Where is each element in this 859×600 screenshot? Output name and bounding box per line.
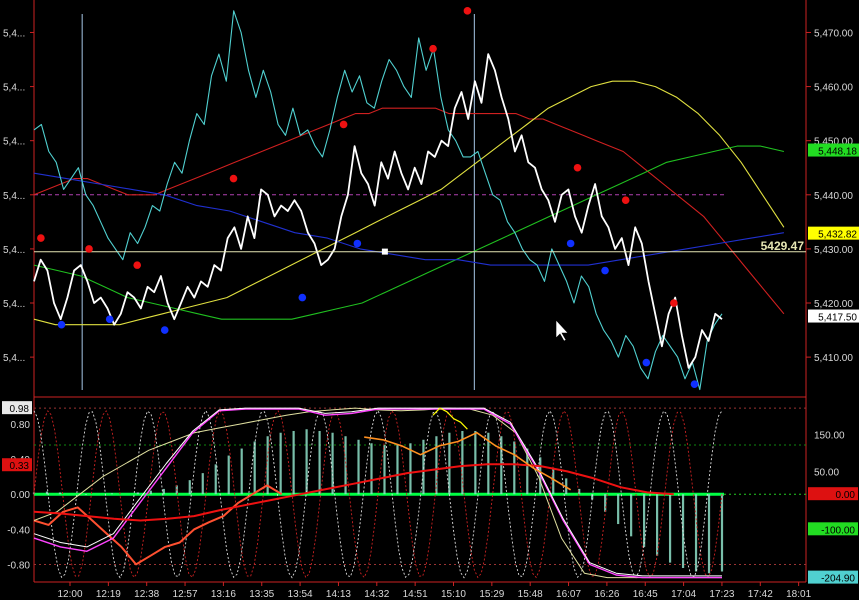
osc-cycle-line-white bbox=[33, 409, 723, 579]
price-tick-label: 5,430.00 bbox=[814, 245, 853, 256]
blue-marker-dot bbox=[353, 239, 362, 248]
time-tick-label: 13:35 bbox=[249, 589, 274, 600]
osc-right-badge-bg bbox=[808, 487, 858, 501]
red-marker-dot bbox=[573, 163, 582, 172]
osc-right-badge-bg bbox=[808, 570, 858, 584]
red-marker-dot bbox=[37, 234, 45, 242]
time-tick-label: 15:48 bbox=[518, 589, 543, 600]
time-tick-label: 18:01 bbox=[786, 589, 811, 600]
time-tick-label: 16:07 bbox=[556, 589, 581, 600]
red-marker-dot bbox=[339, 120, 348, 129]
price-tick-label: 5,450.00 bbox=[814, 137, 853, 148]
red-marker-dot bbox=[85, 245, 93, 253]
price-badge-bg bbox=[808, 143, 859, 157]
osc-series-magenta bbox=[33, 408, 722, 579]
osc-left-badge: 0.33 bbox=[10, 461, 30, 472]
price-left-tick-label: 5,4... bbox=[3, 191, 25, 202]
price-badge-bg bbox=[808, 309, 859, 323]
osc-left-badge-bg bbox=[2, 458, 32, 472]
osc-series-yellow bbox=[33, 407, 722, 579]
blue-marker-dot bbox=[57, 320, 66, 329]
time-tick-label: 12:38 bbox=[134, 589, 159, 600]
time-tick-label: 16:45 bbox=[633, 589, 658, 600]
white-marker-square bbox=[381, 248, 388, 255]
time-tick-label: 12:57 bbox=[173, 589, 198, 600]
blue-marker-dot bbox=[105, 315, 114, 324]
ma-series-green bbox=[33, 145, 785, 320]
price-left-tick-label: 5,4... bbox=[3, 245, 25, 256]
red-marker-dot bbox=[229, 174, 238, 183]
time-tick-label: 17:42 bbox=[748, 589, 773, 600]
osc-left-badge: 0.98 bbox=[10, 404, 30, 415]
price-left-tick-label: 5,4... bbox=[3, 299, 25, 310]
red-marker-dot bbox=[670, 299, 678, 307]
mouse-cursor-icon bbox=[555, 319, 569, 342]
blue-marker-dot bbox=[298, 293, 307, 302]
price-badge: 5,417.50 bbox=[818, 313, 857, 324]
ma-series-blue bbox=[33, 172, 784, 266]
time-tick-label: 14:51 bbox=[403, 589, 428, 600]
price-badge: 5,448.18 bbox=[818, 147, 857, 158]
price-tick-label: 5,410.00 bbox=[814, 353, 853, 364]
time-tick-label: 12:00 bbox=[57, 589, 82, 600]
time-tick-label: 17:23 bbox=[709, 589, 734, 600]
time-tick-label: 15:29 bbox=[479, 589, 504, 600]
osc-series-bright-yellow bbox=[432, 407, 468, 430]
price-left-tick-label: 5,4... bbox=[3, 28, 25, 39]
price-left-tick-label: 5,4... bbox=[3, 137, 25, 148]
osc-right-label: 150.00 bbox=[814, 430, 845, 441]
osc-series-white bbox=[33, 407, 722, 577]
blue-marker-dot bbox=[160, 326, 169, 334]
time-tick-label: 13:16 bbox=[211, 589, 236, 600]
ma-series-red bbox=[33, 107, 785, 315]
blue-marker-dot bbox=[566, 239, 575, 248]
price-tick-label: 5,460.00 bbox=[814, 83, 853, 94]
blue-marker-dot bbox=[642, 358, 651, 367]
osc-left-label: 0.00 bbox=[11, 490, 31, 501]
price-series-cyan bbox=[33, 10, 723, 391]
price-badge-bg bbox=[808, 226, 859, 240]
blue-marker-dot bbox=[690, 380, 699, 388]
osc-right-badge: 0.00 bbox=[836, 490, 856, 501]
price-badge: 5,432.82 bbox=[818, 230, 857, 241]
osc-series-orange-red bbox=[33, 484, 283, 566]
ma-series-yellow bbox=[33, 80, 785, 326]
osc-series-orange bbox=[364, 431, 572, 491]
osc-right-badge: -204.90 bbox=[821, 574, 855, 585]
crosshair-label: 5429.47 bbox=[761, 239, 805, 253]
red-marker-dot bbox=[463, 7, 472, 15]
osc-series-red bbox=[33, 463, 674, 522]
price-tick-label: 5,470.00 bbox=[814, 28, 853, 39]
blue-marker-dot bbox=[601, 266, 609, 275]
time-tick-label: 13:54 bbox=[288, 589, 313, 600]
time-tick-label: 16:26 bbox=[594, 589, 619, 600]
osc-left-label: -0.40 bbox=[7, 525, 30, 536]
time-tick-label: 14:13 bbox=[326, 589, 351, 600]
red-marker-dot bbox=[621, 196, 630, 205]
time-tick-label: 14:32 bbox=[364, 589, 389, 600]
osc-left-label: 0.80 bbox=[11, 420, 31, 431]
time-tick-label: 17:04 bbox=[671, 589, 696, 600]
price-left-tick-label: 5,4... bbox=[3, 353, 25, 364]
osc-right-badge: -100.00 bbox=[821, 525, 855, 536]
time-tick-label: 15:10 bbox=[441, 589, 466, 600]
osc-left-label: -0.80 bbox=[7, 560, 30, 571]
time-tick-label: 12:19 bbox=[96, 589, 121, 600]
red-marker-dot bbox=[133, 261, 141, 269]
price-left-tick-label: 5,4... bbox=[3, 83, 25, 94]
osc-right-label: 50.00 bbox=[814, 467, 839, 478]
osc-right-badge-bg bbox=[808, 522, 858, 536]
price-tick-label: 5,440.00 bbox=[814, 191, 853, 202]
price-series-white bbox=[33, 53, 723, 369]
price-tick-label: 5,420.00 bbox=[814, 299, 853, 310]
osc-left-badge-bg bbox=[2, 401, 32, 415]
red-marker-dot bbox=[429, 44, 437, 53]
